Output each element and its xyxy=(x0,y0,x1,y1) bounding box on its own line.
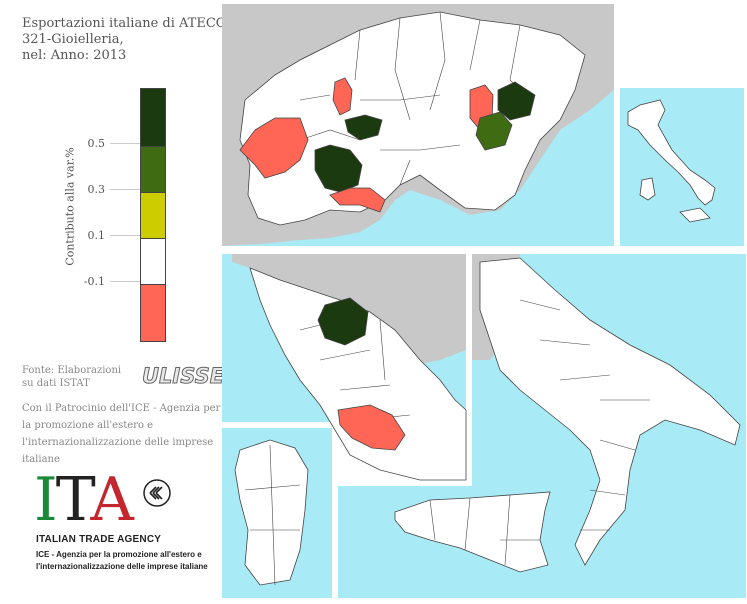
map-panel-sicilia xyxy=(338,486,566,598)
ulisse-logo: ULISSE xyxy=(141,364,225,389)
title-line-2: 321-Gioielleria, xyxy=(22,32,124,47)
province-borders xyxy=(429,494,540,566)
region-alessandria xyxy=(314,144,363,193)
legend-color-bar xyxy=(140,88,166,342)
ita-wordmark: ITA xyxy=(34,470,134,530)
title-line-1: Esportazioni italiane di ATECO: xyxy=(22,16,231,31)
map-panel-center xyxy=(222,254,467,481)
region-arezzo xyxy=(317,297,369,346)
source-line-2: su dati ISTAT xyxy=(22,378,90,389)
legend-tick-label: 0.1 xyxy=(87,229,106,242)
sicilia-land xyxy=(394,491,551,573)
province-borders xyxy=(244,444,301,586)
map-panel-overview xyxy=(620,88,744,246)
ita-letter-i: I xyxy=(34,465,58,535)
region-padova xyxy=(475,111,513,151)
sardegna-land xyxy=(234,439,309,586)
ita-subtitle-line-1: ICE - Agenzia per la promozione all'este… xyxy=(36,550,202,559)
source-line-1: Fonte: Elaborazioni xyxy=(22,365,122,376)
legend-swatch xyxy=(140,238,166,284)
legend-tick-label: -0.1 xyxy=(83,275,105,288)
map-panel-sardegna xyxy=(222,428,332,598)
legend-tick-line xyxy=(110,143,140,144)
ita-letter-t: T xyxy=(55,465,93,535)
legend-tick-label: 0.5 xyxy=(87,137,106,150)
ita-agency-subtitle: ICE - Agenzia per la promozione all'este… xyxy=(36,549,208,573)
color-legend: Contributo alla var.% 0.5 0.3 0.1 -0.1 xyxy=(40,85,180,345)
region-roma xyxy=(337,404,406,451)
ita-swoosh-icon xyxy=(143,479,171,507)
map-panel-north xyxy=(222,4,614,246)
province-borders xyxy=(519,299,650,531)
ita-letter-a: A xyxy=(90,465,133,535)
region-liguria xyxy=(329,187,386,213)
legend-swatch xyxy=(140,88,166,146)
ita-agency-name: ITALIAN TRADE AGENCY xyxy=(36,534,162,545)
province-borders xyxy=(299,11,531,186)
region-vicenza xyxy=(497,81,536,121)
title-line-3: nel: Anno: 2013 xyxy=(22,48,127,63)
ita-subtitle-line-2: l'internazionalizzazione delle imprese i… xyxy=(36,562,208,571)
chart-title: Esportazioni italiane di ATECO: 321-Gioi… xyxy=(22,16,231,64)
legend-tick-label: 0.3 xyxy=(87,183,106,196)
italy-outline xyxy=(627,99,716,206)
legend-swatch xyxy=(140,192,166,238)
legend-tick-line xyxy=(110,235,140,236)
legend-swatch xyxy=(140,284,166,342)
legend-tick-line xyxy=(110,281,140,282)
region-piemonte xyxy=(239,117,309,179)
region-valle-aosta xyxy=(332,77,353,116)
sicilia-outline xyxy=(679,207,711,223)
patronage-note: Con il Patrocinio dell'ICE - Agenzia per… xyxy=(22,403,221,465)
sardegna-outline xyxy=(639,177,656,201)
ita-logo: ITA ITALIAN TRADE AGENCY ICE - Agenzia p… xyxy=(34,470,224,580)
region-lombardia-nord xyxy=(344,114,383,141)
source-note: Fonte: Elaborazioni su dati ISTAT xyxy=(22,364,121,390)
legend-tick-line xyxy=(110,189,140,190)
legend-swatch xyxy=(140,146,166,192)
southern-italy-land xyxy=(479,257,741,566)
